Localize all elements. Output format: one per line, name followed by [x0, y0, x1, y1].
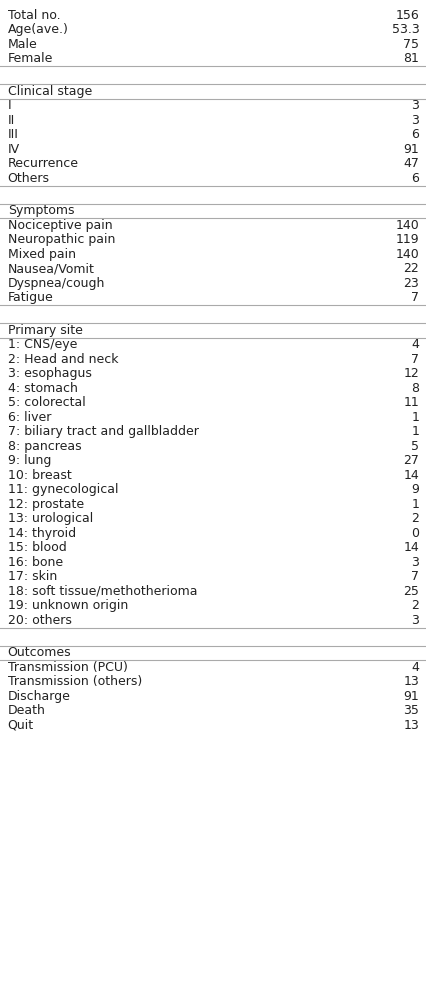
Text: 17: skin: 17: skin: [8, 570, 57, 583]
Text: 140: 140: [394, 248, 418, 261]
Text: 47: 47: [403, 157, 418, 170]
Text: Outcomes: Outcomes: [8, 646, 71, 659]
Text: 119: 119: [395, 233, 418, 246]
Text: Female: Female: [8, 52, 53, 65]
Text: Recurrence: Recurrence: [8, 157, 78, 170]
Text: 7: 7: [410, 291, 418, 304]
Text: 53.3: 53.3: [391, 23, 418, 36]
Text: 14: 14: [403, 541, 418, 554]
Text: 1: 1: [411, 498, 418, 511]
Text: 6: 6: [411, 172, 418, 185]
Text: 14: 14: [403, 469, 418, 482]
Text: Age(ave.): Age(ave.): [8, 23, 69, 36]
Text: 8: pancreas: 8: pancreas: [8, 440, 81, 453]
Text: 4: 4: [411, 338, 418, 351]
Text: 91: 91: [403, 690, 418, 703]
Text: 25: 25: [403, 585, 418, 598]
Text: IV: IV: [8, 143, 20, 156]
Text: 3: esophagus: 3: esophagus: [8, 367, 91, 380]
Text: 1: 1: [411, 425, 418, 438]
Text: Male: Male: [8, 38, 37, 51]
Text: 9: 9: [411, 483, 418, 496]
Text: Quit: Quit: [8, 719, 34, 732]
Text: 13: urological: 13: urological: [8, 512, 93, 525]
Text: 7: 7: [410, 353, 418, 366]
Text: Fatigue: Fatigue: [8, 291, 53, 304]
Text: 81: 81: [403, 52, 418, 65]
Text: 11: gynecological: 11: gynecological: [8, 483, 118, 496]
Text: 14: thyroid: 14: thyroid: [8, 527, 76, 540]
Text: Neuropathic pain: Neuropathic pain: [8, 233, 115, 246]
Text: Discharge: Discharge: [8, 690, 70, 703]
Text: Symptoms: Symptoms: [8, 204, 74, 217]
Text: Mixed pain: Mixed pain: [8, 248, 75, 261]
Text: 7: biliary tract and gallbladder: 7: biliary tract and gallbladder: [8, 425, 198, 438]
Text: 13: 13: [403, 719, 418, 732]
Text: 140: 140: [394, 219, 418, 232]
Text: Dyspnea/cough: Dyspnea/cough: [8, 277, 105, 290]
Text: Nociceptive pain: Nociceptive pain: [8, 219, 112, 232]
Text: 6: 6: [411, 128, 418, 141]
Text: 156: 156: [394, 9, 418, 22]
Text: 8: 8: [410, 382, 418, 395]
Text: 91: 91: [403, 143, 418, 156]
Text: 5: 5: [410, 440, 418, 453]
Text: 10: breast: 10: breast: [8, 469, 71, 482]
Text: II: II: [8, 114, 15, 127]
Text: I: I: [8, 99, 11, 112]
Text: 0: 0: [410, 527, 418, 540]
Text: 16: bone: 16: bone: [8, 556, 63, 569]
Text: 19: unknown origin: 19: unknown origin: [8, 599, 128, 612]
Text: 23: 23: [403, 277, 418, 290]
Text: Clinical stage: Clinical stage: [8, 85, 92, 98]
Text: 3: 3: [411, 99, 418, 112]
Text: 4: 4: [411, 661, 418, 674]
Text: 22: 22: [403, 262, 418, 275]
Text: Transmission (others): Transmission (others): [8, 675, 141, 688]
Text: 11: 11: [403, 396, 418, 409]
Text: 18: soft tissue/methotherioma: 18: soft tissue/methotherioma: [8, 585, 197, 598]
Text: 3: 3: [411, 614, 418, 627]
Text: Total no.: Total no.: [8, 9, 60, 22]
Text: 9: lung: 9: lung: [8, 454, 51, 467]
Text: 1: 1: [411, 411, 418, 424]
Text: 13: 13: [403, 675, 418, 688]
Text: 5: colorectal: 5: colorectal: [8, 396, 85, 409]
Text: 12: 12: [403, 367, 418, 380]
Text: 12: prostate: 12: prostate: [8, 498, 83, 511]
Text: Transmission (PCU): Transmission (PCU): [8, 661, 127, 674]
Text: 2: 2: [411, 599, 418, 612]
Text: Nausea/Vomit: Nausea/Vomit: [8, 262, 94, 275]
Text: 2: Head and neck: 2: Head and neck: [8, 353, 118, 366]
Text: 75: 75: [403, 38, 418, 51]
Text: Primary site: Primary site: [8, 324, 82, 337]
Text: 27: 27: [403, 454, 418, 467]
Text: III: III: [8, 128, 18, 141]
Text: 15: blood: 15: blood: [8, 541, 66, 554]
Text: 3: 3: [411, 556, 418, 569]
Text: Death: Death: [8, 704, 46, 717]
Text: 4: stomach: 4: stomach: [8, 382, 78, 395]
Text: 1: CNS/eye: 1: CNS/eye: [8, 338, 77, 351]
Text: 35: 35: [403, 704, 418, 717]
Text: 6: liver: 6: liver: [8, 411, 51, 424]
Text: 7: 7: [410, 570, 418, 583]
Text: 3: 3: [411, 114, 418, 127]
Text: 20: others: 20: others: [8, 614, 72, 627]
Text: Others: Others: [8, 172, 49, 185]
Text: 2: 2: [411, 512, 418, 525]
